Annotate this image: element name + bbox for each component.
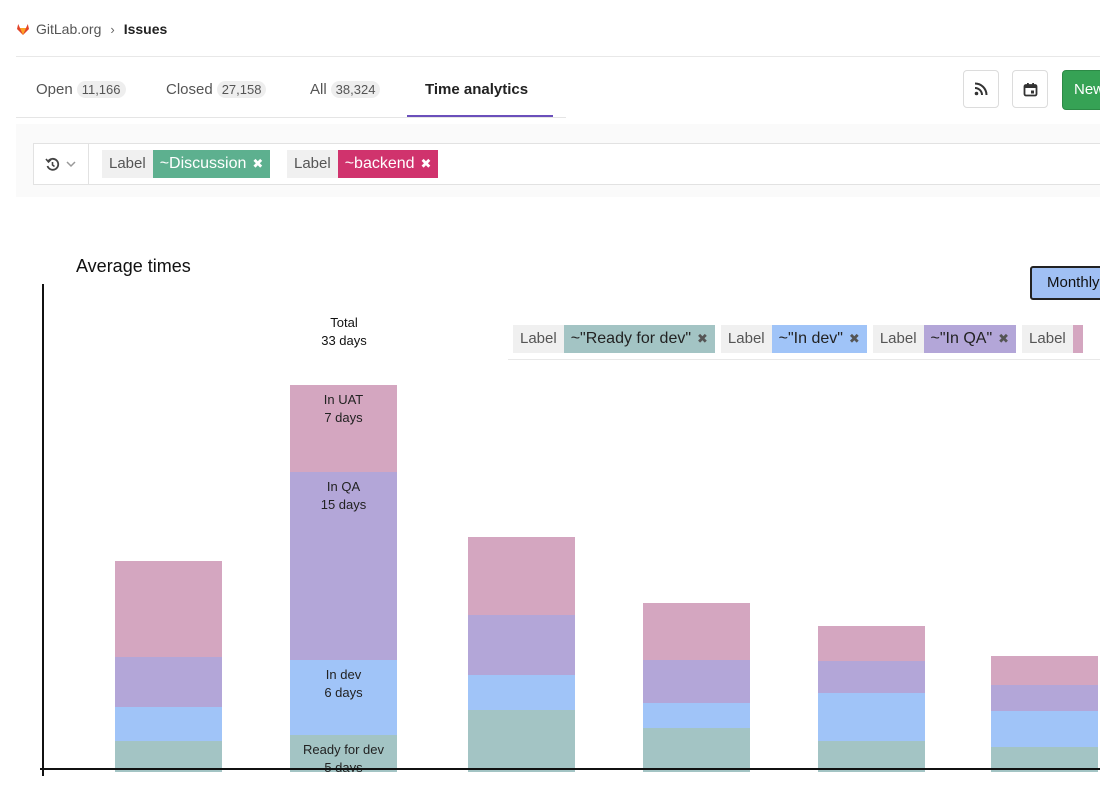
filter-token-value: ~backend ✖ [337, 150, 439, 178]
bar-total-label: Total 33 days [290, 314, 398, 350]
filter-token-type: Label [1022, 324, 1073, 353]
chevron-down-icon [66, 161, 76, 168]
gitlab-logo-icon [17, 24, 29, 35]
calendar-icon [1023, 82, 1037, 96]
x-axis [40, 768, 1100, 770]
segment-in-dev: In dev 6 days [290, 659, 397, 735]
rss-button[interactable] [963, 70, 999, 108]
tab-count: 38,324 [330, 80, 381, 98]
remove-icon[interactable]: ✖ [998, 330, 1010, 346]
remove-icon[interactable]: ✖ [848, 330, 860, 346]
chevron-right-icon: › [110, 21, 115, 37]
segment-in-qa [115, 657, 222, 707]
filter-token-text: ~"Ready for dev" [570, 329, 692, 347]
chart-bar [643, 603, 750, 772]
segment-value: 6 days [324, 684, 363, 700]
filter-token-text: ~Discussion [159, 155, 247, 172]
chart-title: Average times [76, 256, 191, 276]
divider [16, 117, 566, 118]
segment-in-uat: In UAT 7 days [290, 384, 397, 472]
chart-bar: Ready for dev 5 days In dev 6 days In QA 15 d… [290, 384, 397, 772]
filter-token-type: Label [872, 324, 924, 353]
y-axis [42, 284, 44, 776]
filter-token-value: ~Discussion ✖ [152, 150, 271, 178]
total-caption: Total [330, 315, 358, 330]
segment-series-name: In UAT [323, 391, 364, 407]
remove-icon[interactable]: ✖ [252, 156, 264, 171]
divider [16, 56, 1100, 57]
segment-ready-for-dev [643, 728, 750, 772]
segment-ready-for-dev: Ready for dev 5 days [290, 734, 397, 772]
segment-value: 7 days [324, 409, 363, 425]
tab-open[interactable]: Open 11,166 [36, 78, 126, 100]
history-icon [45, 157, 60, 171]
segment-in-qa: In QA 15 days [290, 472, 397, 660]
segment-in-qa [991, 684, 1098, 711]
recent-searches-dropdown[interactable] [33, 143, 89, 185]
remove-icon[interactable]: ✖ [420, 156, 432, 171]
tab-count: 11,166 [76, 80, 126, 98]
filter-token-text: ~backend [344, 155, 415, 172]
tab-all[interactable]: All 38,324 [310, 78, 381, 100]
total-value: 33 days [321, 333, 367, 348]
segment-in-qa [643, 659, 750, 704]
filter-token-value[interactable]: ~"In dev" ✖ [771, 324, 867, 353]
segment-series-name: In QA [326, 479, 361, 494]
active-tab-indicator [407, 115, 553, 117]
filter-token-text: ~"In QA" [930, 329, 993, 347]
segment-in-dev [643, 703, 750, 729]
breadcrumb: GitLab.org › Issues [16, 18, 167, 40]
tab-closed[interactable]: Closed 27,158 [166, 78, 267, 100]
tab-label: All [310, 80, 327, 98]
segment-ready-for-dev [818, 740, 925, 772]
filter-token-type: Label [720, 324, 772, 353]
segment-in-dev [115, 707, 222, 741]
chart-bar [115, 560, 222, 772]
segment-in-dev [991, 710, 1098, 747]
segment-ready-for-dev [115, 740, 222, 772]
segment-series-name: In dev [325, 666, 362, 682]
chart-bar [818, 625, 925, 772]
segment-data-label: In dev 6 days [290, 666, 397, 702]
segment-data-label: In UAT 7 days [290, 391, 397, 427]
segment-in-uat [991, 655, 1098, 685]
filter-token-text: ~"In dev" [778, 329, 843, 347]
period-select-button[interactable]: Monthly [1030, 266, 1100, 300]
segment-in-dev [468, 674, 575, 710]
filter-token-type: Label [102, 150, 153, 178]
segment-in-qa [468, 614, 575, 675]
filter-token-value[interactable]: ~"Ready for dev" ✖ [563, 324, 715, 353]
tab-label: Closed [166, 80, 213, 98]
tab-label: Open [36, 80, 73, 98]
segment-in-uat [115, 560, 222, 657]
breadcrumb-group[interactable]: GitLab.org [36, 21, 102, 37]
tab-label: Time analytics [425, 80, 529, 98]
filter-token[interactable]: Label ~Discussion ✖ [102, 150, 271, 178]
filter-token-value[interactable] [1072, 324, 1083, 353]
filter-token-value[interactable]: ~"In QA" ✖ [923, 324, 1017, 353]
segment-ready-for-dev [991, 747, 1098, 772]
tab-time-analytics[interactable]: Time analytics [425, 78, 528, 100]
filter-token-type: Label [287, 150, 338, 178]
segment-value: 15 days [320, 497, 367, 512]
segment-data-label: In QA 15 days [290, 478, 397, 514]
segment-ready-for-dev [468, 709, 575, 772]
tab-count: 27,158 [216, 80, 267, 98]
segment-in-dev [818, 693, 925, 741]
chart-label-filters: Label ~"Ready for dev" ✖ Label ~"In dev"… [508, 318, 1100, 360]
chart-bar [468, 537, 575, 772]
segment-in-uat [468, 537, 575, 615]
new-issue-button[interactable]: New [1062, 70, 1100, 110]
rss-icon [974, 82, 988, 96]
filter-token[interactable]: Label ~backend ✖ [287, 150, 439, 178]
calendar-button[interactable] [1012, 70, 1048, 108]
segment-in-uat [818, 625, 925, 661]
segment-in-qa [818, 660, 925, 694]
segment-in-uat [643, 603, 750, 660]
remove-icon[interactable]: ✖ [697, 330, 708, 346]
breadcrumb-current[interactable]: Issues [123, 21, 168, 37]
chart-bar [991, 655, 1098, 772]
segment-series-name: Ready for dev [303, 741, 384, 757]
filter-token-type: Label [513, 324, 564, 353]
